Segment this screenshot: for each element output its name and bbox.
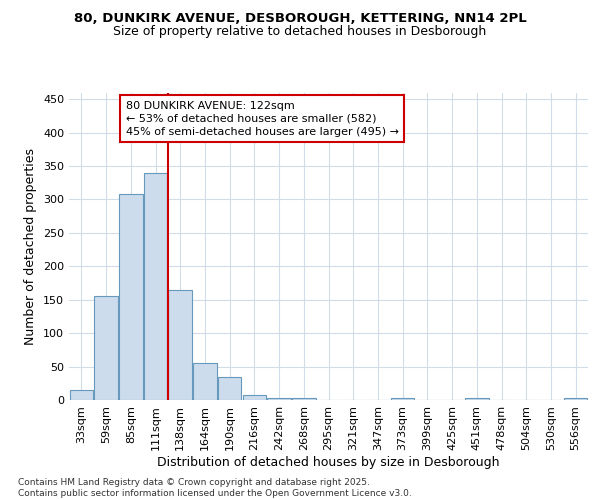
Bar (564, 398, 587, 400)
Bar (218, 376, 241, 400)
Text: Contains HM Land Registry data © Crown copyright and database right 2025.
Contai: Contains HM Land Registry data © Crown c… (18, 478, 412, 498)
Bar (268, 398, 291, 400)
Bar (70, 390, 93, 400)
Bar (242, 394, 266, 400)
Y-axis label: Number of detached properties: Number of detached properties (25, 148, 37, 345)
Bar (94, 296, 118, 400)
Text: 80 DUNKIRK AVENUE: 122sqm
← 53% of detached houses are smaller (582)
45% of semi: 80 DUNKIRK AVENUE: 122sqm ← 53% of detac… (126, 100, 399, 137)
Bar (193, 363, 217, 400)
Text: Size of property relative to detached houses in Desborough: Size of property relative to detached ho… (113, 25, 487, 38)
Bar (119, 194, 143, 400)
Bar (391, 398, 415, 400)
Bar (292, 398, 316, 400)
Bar (144, 172, 167, 400)
Text: 80, DUNKIRK AVENUE, DESBOROUGH, KETTERING, NN14 2PL: 80, DUNKIRK AVENUE, DESBOROUGH, KETTERIN… (74, 12, 526, 26)
Bar (465, 398, 488, 400)
X-axis label: Distribution of detached houses by size in Desborough: Distribution of detached houses by size … (157, 456, 500, 468)
Bar (169, 290, 192, 400)
